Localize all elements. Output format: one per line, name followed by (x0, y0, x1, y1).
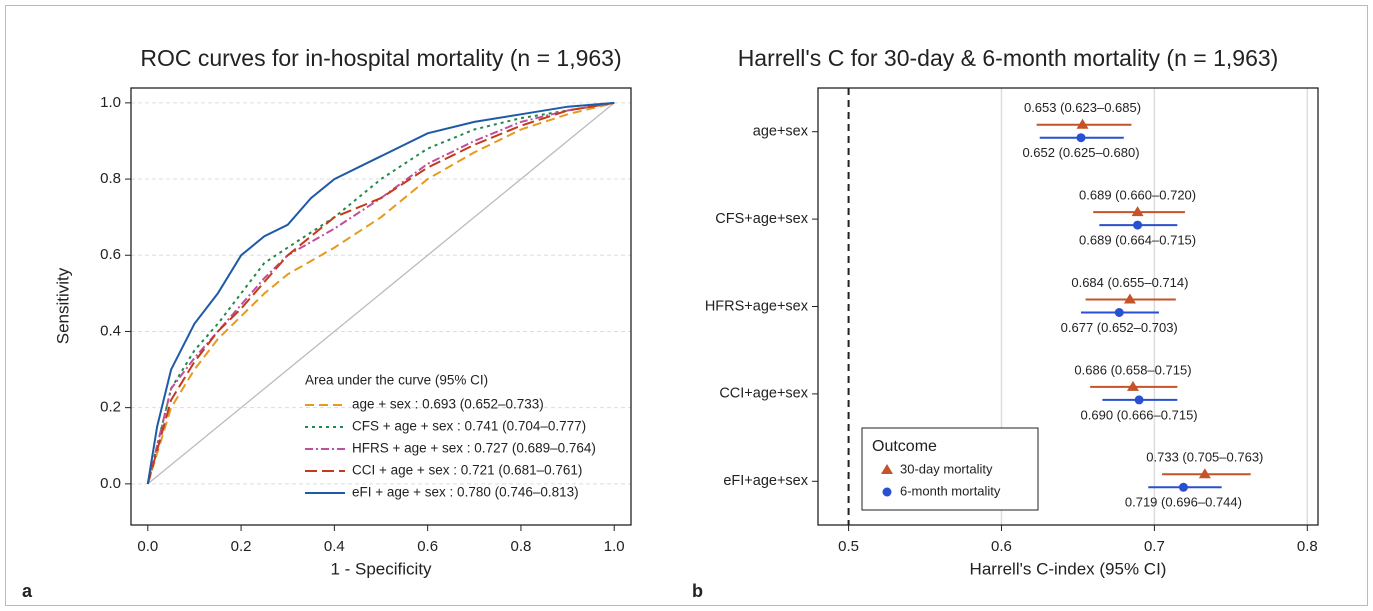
x-tick-label: 1.0 (604, 538, 625, 555)
roc-curve (146, 101, 615, 485)
legend-title: Area under the curve (95% CI) (305, 373, 488, 388)
plot-box (817, 87, 1319, 526)
y-tick-label: 1.0 (100, 94, 121, 111)
legend-label: CFS + age + sex : 0.741 (0.704–0.777) (352, 419, 586, 434)
legend-box (861, 427, 1039, 511)
value-label: 0.652 (0.625–0.680) (1022, 145, 1139, 160)
legend-label: eFI + age + sex : 0.780 (0.746–0.813) (352, 485, 579, 500)
point (1134, 395, 1144, 405)
frame (5, 5, 1368, 606)
x-tick-label: 0.6 (417, 538, 438, 555)
value-label: 0.690 (0.666–0.715) (1081, 407, 1198, 422)
roc-curve (146, 101, 615, 485)
y-tick-label: 0.4 (100, 322, 121, 339)
legend-title: Outcome (872, 438, 937, 455)
panel-label: a (22, 581, 33, 601)
y-tick-label: 0.2 (100, 399, 121, 416)
x-tick-label: 0.4 (324, 538, 345, 555)
point (1178, 482, 1188, 492)
x-tick-label: 0.7 (1144, 538, 1165, 555)
point (1123, 293, 1136, 304)
value-label: 0.677 (0.652–0.703) (1061, 320, 1178, 335)
legend-label: CCI + age + sex : 0.721 (0.681–0.761) (352, 463, 582, 478)
x-tick-label: 0.0 (137, 538, 158, 555)
y-tick-label: eFI+age+sex (723, 473, 808, 489)
x-tick-label: 0.5 (838, 538, 859, 555)
value-label: 0.653 (0.623–0.685) (1024, 100, 1141, 115)
legend-label: age + sex : 0.693 (0.652–0.733) (352, 397, 544, 412)
chart-title: Harrell's C for 30-day & 6-month mortali… (738, 45, 1279, 71)
legend-label: HFRS + age + sex : 0.727 (0.689–0.764) (352, 441, 596, 456)
roc-curve (146, 101, 615, 485)
x-axis-label: 1 - Specificity (330, 559, 432, 578)
y-tick-label: 0.0 (100, 475, 121, 492)
legend-label: 6-month mortality (900, 483, 1001, 498)
y-tick-label: age+sex (753, 124, 809, 140)
x-tick-label: 0.8 (510, 538, 531, 555)
point (1076, 133, 1086, 143)
value-label: 0.689 (0.664–0.715) (1079, 233, 1196, 248)
plot-box (130, 87, 632, 526)
point (1198, 468, 1211, 479)
y-axis-label: Sensitivity (53, 267, 72, 344)
value-label: 0.719 (0.696–0.744) (1125, 495, 1242, 510)
legend-marker (881, 464, 893, 474)
y-tick-label: CCI+age+sex (719, 386, 808, 402)
value-label: 0.684 (0.655–0.714) (1071, 275, 1188, 290)
point (1114, 308, 1124, 317)
legend-label: 30-day mortality (900, 461, 993, 476)
x-tick-label: 0.6 (991, 538, 1012, 555)
panel-label: b (692, 581, 703, 601)
value-label: 0.689 (0.660–0.720) (1079, 188, 1196, 203)
point (1133, 220, 1143, 230)
chart-title: ROC curves for in-hospital mortality (n … (140, 45, 621, 71)
value-label: 0.733 (0.705–0.763) (1146, 450, 1263, 465)
y-tick-label: 0.8 (100, 170, 121, 187)
legend-marker (882, 487, 892, 497)
y-tick-label: 0.6 (100, 246, 121, 263)
x-tick-label: 0.8 (1297, 538, 1318, 555)
point (1126, 380, 1139, 391)
x-axis-label: Harrell's C-index (95% CI) (970, 559, 1167, 578)
y-tick-label: CFS+age+sex (715, 211, 808, 227)
roc-curve (146, 101, 615, 485)
value-label: 0.686 (0.658–0.715) (1074, 362, 1191, 377)
point (1131, 206, 1144, 217)
y-tick-label: HFRS+age+sex (705, 298, 809, 314)
x-tick-label: 0.2 (231, 538, 252, 555)
reference-diagonal (147, 102, 615, 485)
point (1076, 118, 1089, 129)
